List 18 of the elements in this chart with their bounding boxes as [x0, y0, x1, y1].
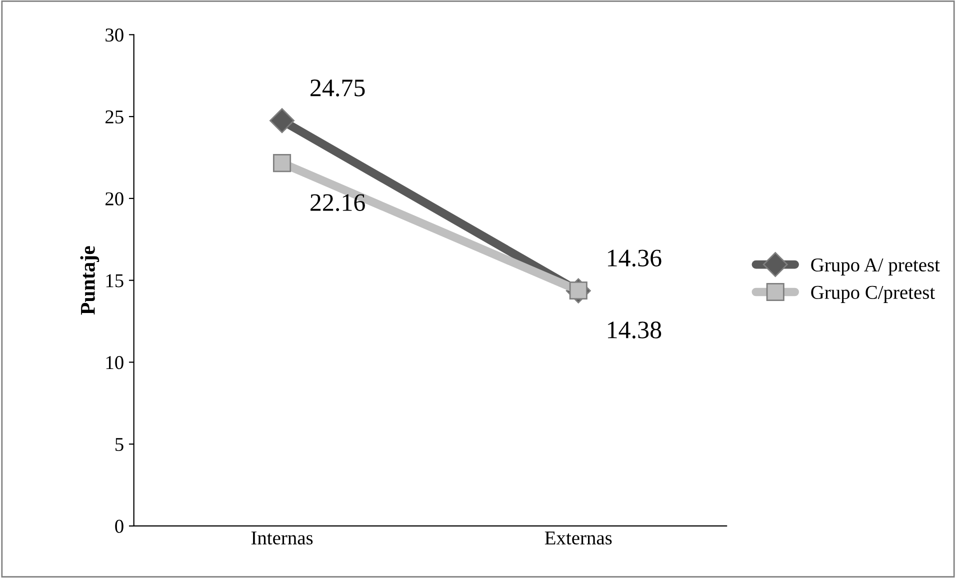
point [270, 108, 294, 134]
data-label: 22.16 [310, 194, 365, 212]
x-tick-label: Externas [544, 532, 612, 545]
y-tick-label: 15 [106, 274, 124, 288]
data-label: 24.75 [310, 80, 365, 96]
y-axis-title: Puntaje [80, 246, 100, 315]
legend-label: Grupo C/pretest [811, 286, 935, 303]
data-label: 14.36 [608, 250, 662, 267]
data-label: 14.38 [608, 322, 662, 339]
y-tick-label: 0 [115, 520, 124, 533]
y-tick-label: 30 [106, 28, 124, 42]
y-tick-label: 20 [106, 192, 124, 206]
y-tick-label: 10 [106, 356, 124, 370]
y-tick-label: 5 [116, 438, 124, 452]
y-tick-label: 25 [106, 110, 124, 124]
legend-label: Grupo A/ pretest [811, 258, 940, 276]
point [272, 154, 292, 172]
x-tick-label: Internas [251, 532, 313, 545]
